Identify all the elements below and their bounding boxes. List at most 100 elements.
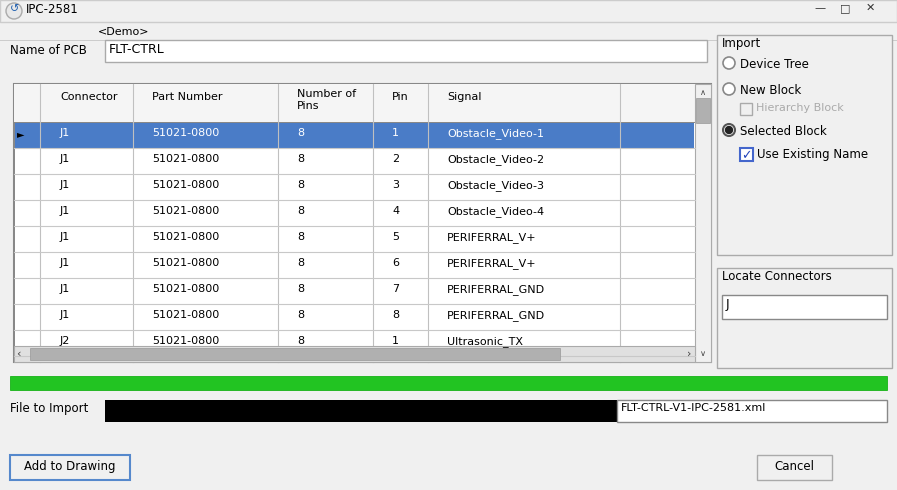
Bar	[722, 295, 887, 319]
Text: 51021-0800: 51021-0800	[152, 206, 219, 216]
Text: Add to Drawing: Add to Drawing	[24, 460, 116, 473]
Text: J1: J1	[60, 180, 70, 190]
Bar	[15, 252, 694, 278]
Text: 8: 8	[297, 232, 304, 242]
Bar	[105, 400, 617, 422]
Bar	[717, 268, 892, 368]
Text: PERIFERRAL_V+: PERIFERRAL_V+	[447, 258, 536, 269]
Text: —: —	[814, 3, 825, 13]
Text: 51021-0800: 51021-0800	[152, 284, 219, 294]
Text: Connector: Connector	[60, 92, 118, 102]
Text: Cancel: Cancel	[774, 460, 814, 473]
Text: ‹: ‹	[16, 349, 21, 359]
Text: ►: ►	[17, 129, 24, 139]
Bar	[696, 98, 710, 123]
Text: J: J	[726, 298, 729, 311]
Bar	[15, 330, 694, 356]
Text: J1: J1	[60, 232, 70, 242]
Text: ›: ›	[687, 349, 692, 359]
Text: 8: 8	[297, 128, 304, 138]
Bar	[617, 400, 887, 422]
Text: ↺: ↺	[10, 4, 20, 14]
Text: PERIFERRAL_GND: PERIFERRAL_GND	[447, 310, 545, 321]
Text: Part Number: Part Number	[152, 92, 222, 102]
Text: J1: J1	[60, 154, 70, 164]
Text: 51021-0800: 51021-0800	[152, 232, 219, 242]
Text: ∨: ∨	[700, 349, 706, 358]
Text: Use Existing Name: Use Existing Name	[757, 148, 868, 161]
Text: 51021-0800: 51021-0800	[152, 258, 219, 268]
Text: Device Tree: Device Tree	[740, 58, 809, 71]
Text: 5: 5	[392, 232, 399, 242]
Text: ✓: ✓	[741, 149, 752, 162]
Text: Pin: Pin	[392, 92, 409, 102]
Text: Obstacle_Video-2: Obstacle_Video-2	[447, 154, 544, 165]
Text: Locate Connectors: Locate Connectors	[722, 270, 832, 283]
Text: Ultrasonic_TX: Ultrasonic_TX	[447, 336, 523, 347]
Text: FLT-CTRL-V1-IPC-2581.xml: FLT-CTRL-V1-IPC-2581.xml	[621, 403, 766, 413]
Bar	[15, 148, 694, 174]
Bar	[15, 304, 694, 330]
Bar	[15, 122, 694, 148]
Bar	[0, 22, 897, 23]
Bar	[15, 200, 694, 226]
Text: 4: 4	[392, 206, 399, 216]
Bar	[10, 376, 887, 390]
Text: 8: 8	[297, 206, 304, 216]
Text: 3: 3	[392, 180, 399, 190]
Bar	[105, 40, 707, 62]
Bar	[717, 35, 892, 255]
Text: Obstacle_Video-1: Obstacle_Video-1	[447, 128, 544, 139]
Text: J1: J1	[60, 284, 70, 294]
Text: 51021-0800: 51021-0800	[152, 336, 219, 346]
Text: J1: J1	[60, 128, 70, 138]
Text: J1: J1	[60, 258, 70, 268]
Text: 51021-0800: 51021-0800	[152, 310, 219, 320]
Text: Name of PCB: Name of PCB	[10, 44, 87, 57]
Text: ∧: ∧	[700, 88, 706, 97]
Text: J1: J1	[60, 206, 70, 216]
Text: 51021-0800: 51021-0800	[152, 128, 219, 138]
Bar	[15, 174, 694, 200]
Bar	[14, 84, 711, 362]
Text: PERIFERRAL_GND: PERIFERRAL_GND	[447, 284, 545, 295]
Text: 8: 8	[297, 310, 304, 320]
Text: 51021-0800: 51021-0800	[152, 180, 219, 190]
Text: ✕: ✕	[866, 3, 875, 13]
Bar	[10, 455, 130, 480]
Text: 6: 6	[392, 258, 399, 268]
Text: J2: J2	[60, 336, 70, 346]
Text: J1: J1	[60, 310, 70, 320]
Text: Pins: Pins	[297, 101, 319, 111]
Bar	[740, 148, 753, 161]
Text: FLT-CTRL: FLT-CTRL	[109, 43, 165, 56]
Circle shape	[723, 124, 735, 136]
Text: 1: 1	[392, 336, 399, 346]
Text: <Demo>: <Demo>	[98, 27, 150, 37]
Circle shape	[723, 83, 735, 95]
Bar	[0, 40, 897, 41]
Bar	[695, 84, 711, 362]
Text: Import: Import	[722, 37, 762, 50]
Bar	[14, 122, 711, 123]
Bar	[740, 103, 752, 115]
Bar	[15, 278, 694, 304]
Bar	[30, 348, 560, 360]
Text: 8: 8	[297, 284, 304, 294]
Circle shape	[6, 3, 22, 19]
Bar	[14, 346, 695, 362]
Text: Obstacle_Video-3: Obstacle_Video-3	[447, 180, 544, 191]
Text: 7: 7	[392, 284, 399, 294]
Text: Obstacle_Video-4: Obstacle_Video-4	[447, 206, 544, 217]
Text: 8: 8	[297, 180, 304, 190]
Bar	[757, 455, 832, 480]
Bar	[14, 84, 711, 122]
Text: File to Import: File to Import	[10, 402, 89, 415]
Text: 1: 1	[392, 128, 399, 138]
Circle shape	[726, 126, 733, 133]
Text: 8: 8	[392, 310, 399, 320]
Text: Signal: Signal	[447, 92, 482, 102]
Text: Number of: Number of	[297, 89, 356, 99]
Text: Hierarchy Block: Hierarchy Block	[756, 103, 844, 113]
Text: Selected Block: Selected Block	[740, 125, 827, 138]
